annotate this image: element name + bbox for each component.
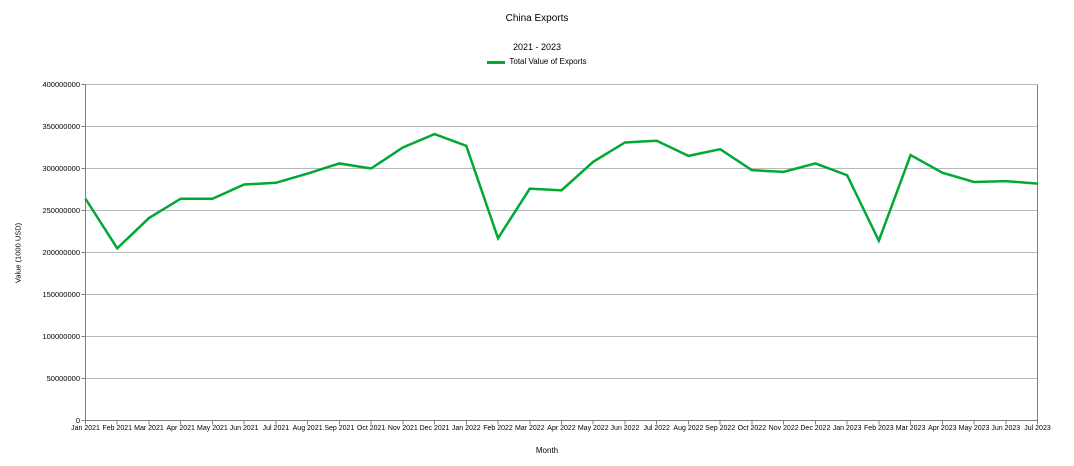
x-tick-label: Jan 2021 (71, 425, 100, 432)
x-tick-label: Oct 2022 (737, 425, 767, 432)
x-tick-label: Jul 2022 (643, 425, 670, 432)
chart-subtitle: 2021 - 2023 (512, 42, 562, 52)
y-tick-label: 100000000 (42, 332, 80, 341)
legend: Total Value of Exports (0, 57, 1074, 67)
x-axis-title: Month (535, 446, 559, 455)
x-tick-label: Jan 2022 (451, 425, 481, 432)
x-tick-label: Mar 2021 (134, 425, 164, 432)
y-tick-label: 350000000 (42, 122, 80, 131)
y-tick-label: 400000000 (42, 80, 80, 89)
x-tick-label: Mar 2023 (895, 425, 926, 432)
y-axis-title: Value (1000 USD) (13, 222, 23, 284)
x-tick-label: Feb 2023 (864, 425, 894, 432)
x-tick-label: Jan 2023 (832, 425, 862, 432)
x-tick-label: Nov 2021 (387, 425, 418, 432)
x-tick-label: Sep 2021 (324, 425, 355, 432)
x-tick-label: May 2022 (577, 425, 609, 432)
y-tick-label: 300000000 (42, 164, 80, 173)
x-tick-label: Jul 2021 (262, 425, 290, 432)
y-tick-label: 150000000 (42, 290, 80, 299)
x-tick-label: Apr 2021 (166, 425, 195, 432)
x-tick-label: Oct 2021 (356, 425, 386, 432)
x-tick-label: Mar 2022 (514, 425, 545, 432)
x-tick-label: Nov 2022 (768, 425, 799, 432)
x-tick-label: Aug 2021 (292, 425, 323, 432)
legend-line-swatch (487, 60, 506, 64)
x-tick-label: May 2023 (958, 425, 990, 432)
x-tick-label: Jul 2023 (1024, 425, 1051, 432)
x-tick-label: Dec 2021 (419, 425, 450, 432)
y-tick-label: 0 (75, 416, 80, 425)
x-tick-label: Feb 2022 (483, 425, 513, 432)
y-tick-label: 250000000 (42, 206, 80, 215)
y-tick-label: 50000000 (46, 374, 80, 383)
y-tick-label: 200000000 (42, 248, 80, 257)
x-tick-label: Jun 2023 (991, 425, 1021, 432)
x-tick-label: Aug 2022 (673, 425, 704, 432)
x-tick-label: May 2021 (197, 425, 228, 432)
x-tick-label: Dec 2022 (800, 425, 831, 432)
x-tick-label: Feb 2021 (102, 425, 133, 432)
x-tick-label: Sep 2022 (705, 425, 736, 432)
x-tick-label: Apr 2023 (928, 425, 957, 432)
x-tick-label: Apr 2022 (547, 425, 576, 432)
legend-label: Total Value of Exports (509, 57, 587, 66)
chart-title: China Exports (505, 13, 569, 24)
series-line-total-value-of-exports (84, 132, 1038, 251)
x-tick-label: Jun 2021 (229, 425, 259, 432)
x-tick-label: Jun 2022 (610, 425, 640, 432)
